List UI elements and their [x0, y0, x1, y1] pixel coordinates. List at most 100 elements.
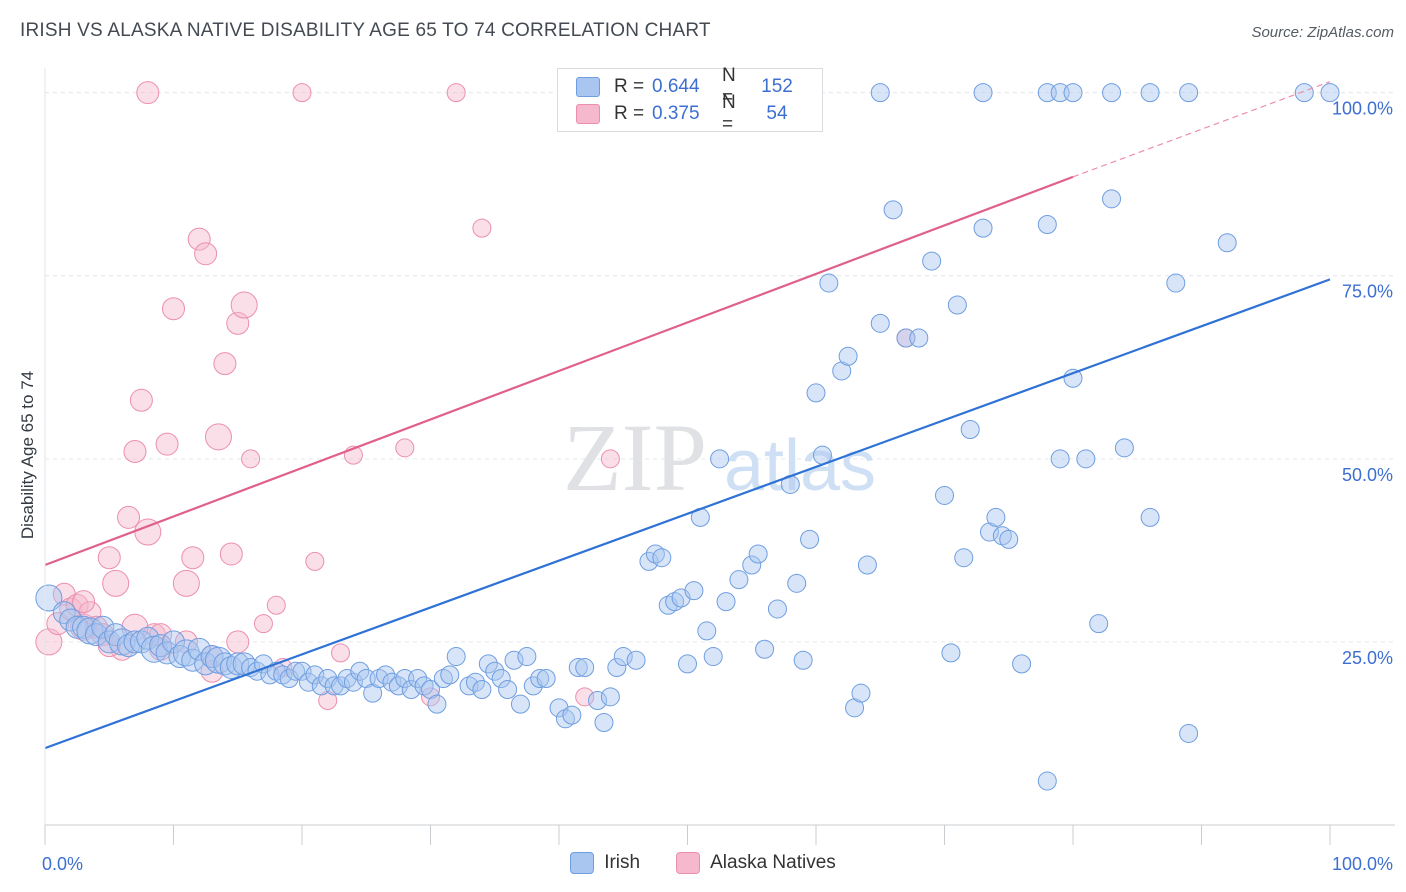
- irish-point: [678, 654, 697, 674]
- irish-point: [960, 420, 980, 440]
- legend-item-alaska: Alaska Natives: [676, 852, 836, 874]
- alaska-point: [46, 612, 70, 636]
- irish-point: [1037, 214, 1057, 234]
- irish-r-value: 0.644: [652, 76, 700, 97]
- series-legend: Irish Alaska Natives: [0, 852, 1406, 874]
- irish-point: [1140, 507, 1160, 527]
- irish-point: [639, 551, 659, 571]
- irish-point: [1294, 83, 1314, 103]
- irish-point: [433, 669, 453, 689]
- irish-point: [613, 647, 633, 667]
- alaska-trendline: [44, 175, 1074, 567]
- irish-point: [408, 669, 428, 689]
- irish-point: [440, 665, 460, 685]
- irish-point: [172, 639, 200, 667]
- irish-point: [510, 694, 530, 714]
- irish-point: [870, 313, 890, 333]
- alaska-point: [241, 449, 261, 469]
- irish-point: [369, 669, 389, 689]
- alaska-point: [472, 218, 492, 238]
- irish-point: [1012, 654, 1032, 674]
- irish-point: [219, 656, 243, 680]
- y-tick-label: 25.0%: [1342, 648, 1393, 668]
- irish-point: [1037, 771, 1057, 791]
- irish-point: [973, 218, 993, 238]
- irish-point: [909, 328, 929, 348]
- x-tick-label: 100.0%: [1332, 854, 1393, 874]
- irish-point: [84, 623, 108, 647]
- irish-point: [1050, 449, 1070, 469]
- alaska-point: [292, 83, 312, 103]
- alaska-point: [305, 551, 325, 571]
- irish-trendline: [44, 278, 1331, 750]
- alaska-point: [331, 643, 351, 663]
- irish-point: [91, 615, 115, 639]
- irish-point: [1102, 83, 1122, 103]
- irish-point: [517, 647, 537, 667]
- x-tick-label: 0.0%: [42, 854, 83, 874]
- irish-point: [800, 529, 820, 549]
- irish-point: [787, 573, 807, 593]
- irish-point: [530, 669, 550, 689]
- irish-point: [1179, 83, 1199, 103]
- irish-point: [401, 680, 421, 700]
- irish-point: [755, 639, 775, 659]
- irish-point: [857, 555, 877, 575]
- irish-point: [716, 592, 736, 612]
- irish-point: [555, 709, 575, 729]
- irish-point: [575, 658, 595, 678]
- irish-point: [472, 680, 492, 700]
- irish-point: [343, 672, 363, 692]
- irish-legend-label: Irish: [604, 852, 641, 873]
- irish-point: [298, 672, 318, 692]
- irish-point: [427, 694, 447, 714]
- irish-point: [72, 615, 96, 639]
- irish-point: [1320, 83, 1340, 103]
- irish-point: [1114, 438, 1134, 458]
- irish-point: [819, 273, 839, 293]
- alaska-point: [446, 83, 466, 103]
- alaska-point: [174, 630, 198, 654]
- trendlines: [44, 81, 1331, 750]
- y-axis-label: Disability Age 65 to 74: [18, 370, 37, 540]
- irish-point: [922, 251, 942, 271]
- alaska-point: [226, 630, 250, 654]
- alaska-legend-label: Alaska Natives: [710, 852, 836, 873]
- tick-labels: 25.0% 50.0% 75.0% 100.0% 0.0% 100.0%: [42, 99, 1393, 874]
- alaska-point: [155, 432, 179, 456]
- y-tick-label: 75.0%: [1342, 282, 1393, 302]
- irish-point: [954, 548, 974, 568]
- irish-point: [652, 548, 672, 568]
- irish-point: [594, 712, 614, 732]
- irish-point: [350, 661, 370, 681]
- alaska-point: [136, 81, 160, 105]
- irish-point: [149, 634, 173, 658]
- irish-point: [684, 581, 704, 601]
- irish-legend-swatch: [570, 852, 595, 874]
- axes: [44, 68, 1395, 845]
- irish-point: [870, 83, 890, 103]
- alaska-trendline-extension: [1072, 81, 1331, 178]
- irish-point: [935, 485, 954, 505]
- alaska-point: [575, 687, 595, 707]
- irish-point: [446, 647, 466, 667]
- irish-point: [200, 645, 224, 669]
- alaska-point: [181, 546, 205, 570]
- irish-point: [123, 630, 147, 654]
- irish-point: [992, 526, 1012, 546]
- irish-point: [806, 383, 826, 403]
- irish-point: [941, 643, 961, 663]
- irish-point: [491, 669, 511, 689]
- irish-point: [947, 295, 967, 315]
- irish-point: [382, 672, 402, 692]
- irish-point: [292, 661, 312, 681]
- legend-item-irish: Irish: [570, 852, 640, 874]
- chart-title: IRISH VS ALASKA NATIVE DISABILITY AGE 65…: [20, 20, 711, 41]
- irish-point: [35, 584, 63, 612]
- alaska-point: [35, 628, 63, 656]
- irish-point: [273, 665, 293, 685]
- irish-point: [607, 658, 627, 678]
- irish-point: [459, 676, 479, 696]
- alaska-point: [172, 569, 200, 597]
